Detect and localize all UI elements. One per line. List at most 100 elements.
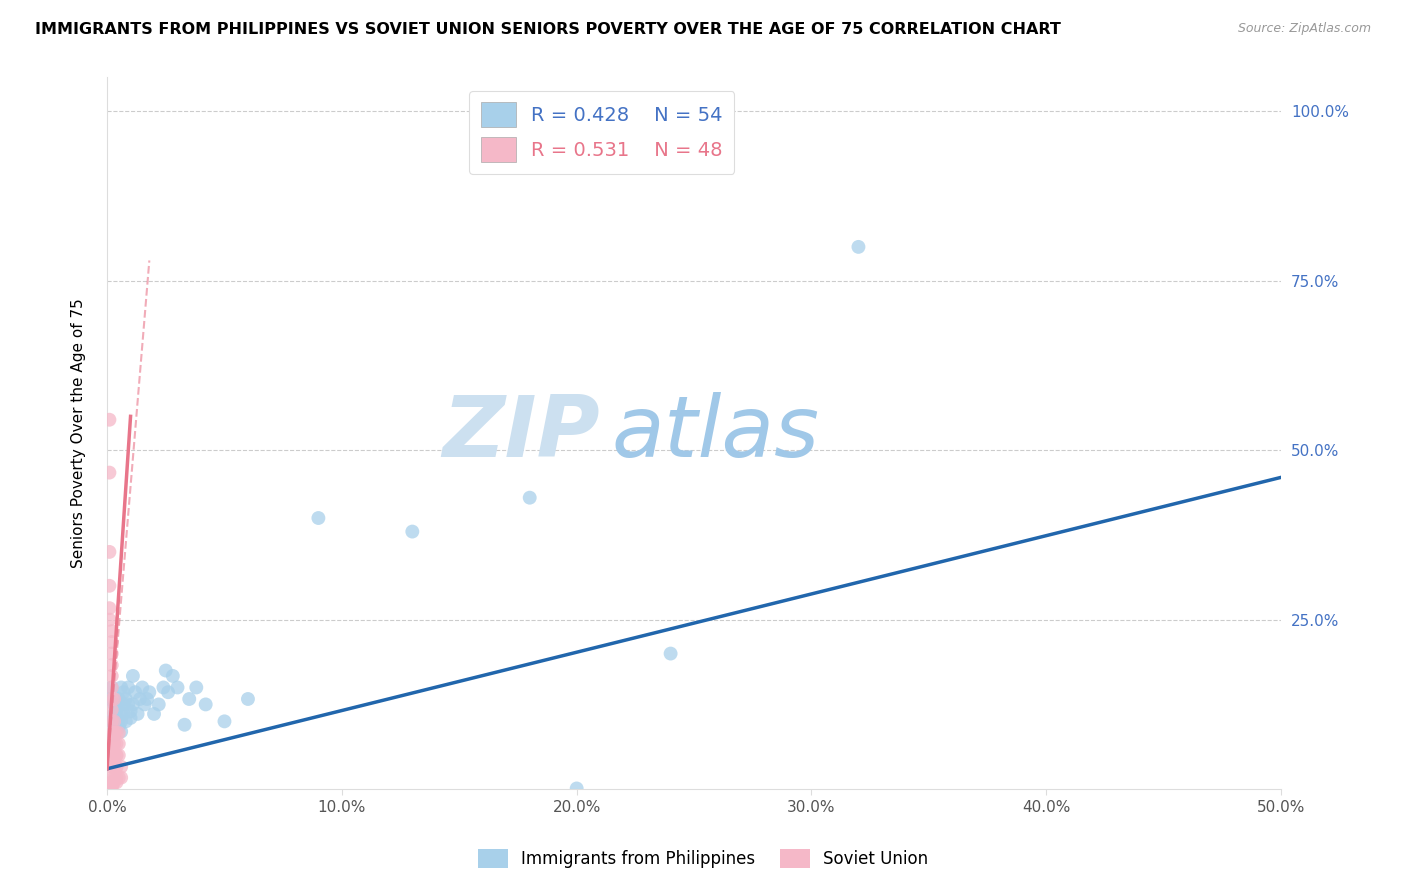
Point (110, 724, 132, 739)
Y-axis label: Seniors Poverty Over the Age of 75: Seniors Poverty Over the Age of 75 (72, 299, 86, 568)
Point (100, 726, 122, 740)
Point (103, 737, 125, 751)
Point (98, 466, 121, 480)
Point (103, 726, 125, 740)
Point (108, 698, 131, 712)
Point (105, 760, 128, 774)
Point (194, 698, 217, 712)
Point (103, 771, 125, 785)
Point (100, 681, 122, 695)
Point (659, 647, 682, 661)
Point (100, 780, 122, 794)
Point (162, 669, 184, 683)
Point (120, 711, 142, 725)
Point (115, 714, 138, 729)
Point (108, 726, 131, 740)
Point (100, 692, 122, 706)
Point (565, 781, 588, 796)
Point (152, 681, 174, 695)
Point (110, 760, 132, 774)
Point (108, 737, 131, 751)
Point (157, 685, 180, 699)
Point (519, 491, 541, 505)
Point (105, 760, 128, 774)
Point (129, 692, 152, 706)
Point (98, 413, 121, 427)
Point (134, 698, 156, 712)
Point (100, 775, 122, 789)
Point (100, 658, 122, 673)
Point (110, 714, 132, 729)
Point (105, 748, 128, 763)
Point (105, 702, 128, 716)
Point (105, 726, 128, 740)
Point (100, 681, 122, 695)
Text: atlas: atlas (612, 392, 820, 475)
Point (100, 647, 122, 661)
Point (100, 748, 122, 763)
Point (100, 737, 122, 751)
Legend: Immigrants from Philippines, Soviet Union: Immigrants from Philippines, Soviet Unio… (471, 842, 935, 875)
Point (122, 669, 145, 683)
Point (103, 760, 125, 774)
Point (136, 692, 159, 706)
Point (100, 760, 122, 774)
Point (105, 775, 128, 789)
Point (108, 771, 131, 785)
Point (148, 698, 170, 712)
Point (112, 685, 135, 699)
Point (117, 698, 139, 712)
Point (138, 685, 160, 699)
Point (179, 692, 201, 706)
Point (110, 706, 132, 721)
Point (100, 669, 122, 683)
Point (124, 685, 146, 699)
Point (236, 692, 259, 706)
Point (108, 721, 131, 735)
Point (100, 703, 122, 717)
Point (115, 692, 138, 706)
Point (103, 726, 125, 740)
Point (307, 511, 329, 525)
Point (108, 748, 131, 763)
Point (127, 706, 149, 721)
Point (100, 635, 122, 649)
Text: IMMIGRANTS FROM PHILIPPINES VS SOVIET UNION SENIORS POVERTY OVER THE AGE OF 75 C: IMMIGRANTS FROM PHILIPPINES VS SOVIET UN… (35, 22, 1062, 37)
Point (100, 714, 122, 729)
Point (108, 692, 131, 706)
Point (105, 706, 128, 721)
Point (100, 714, 122, 729)
Point (100, 771, 122, 785)
Point (122, 698, 145, 712)
Legend: R = 0.428    N = 54, R = 0.531    N = 48: R = 0.428 N = 54, R = 0.531 N = 48 (470, 91, 734, 174)
Point (108, 718, 131, 732)
Point (143, 706, 166, 721)
Point (110, 681, 132, 695)
Point (98, 613, 121, 627)
Text: ZIP: ZIP (443, 392, 600, 475)
Point (103, 737, 125, 751)
Point (103, 728, 125, 742)
Point (112, 698, 135, 712)
Point (186, 681, 208, 695)
Point (103, 692, 125, 706)
Text: Source: ZipAtlas.com: Source: ZipAtlas.com (1237, 22, 1371, 36)
Point (105, 748, 128, 763)
Point (214, 714, 236, 729)
Point (155, 664, 177, 678)
Point (166, 681, 188, 695)
Point (120, 704, 142, 718)
Point (103, 775, 125, 789)
Point (98, 601, 121, 615)
Point (100, 779, 122, 793)
Point (103, 698, 125, 712)
Point (401, 524, 423, 539)
Point (100, 777, 122, 791)
Point (103, 714, 125, 729)
Point (173, 718, 195, 732)
Point (100, 624, 122, 639)
Point (131, 681, 153, 695)
Point (105, 771, 128, 785)
Point (848, 240, 870, 254)
Point (117, 681, 139, 695)
